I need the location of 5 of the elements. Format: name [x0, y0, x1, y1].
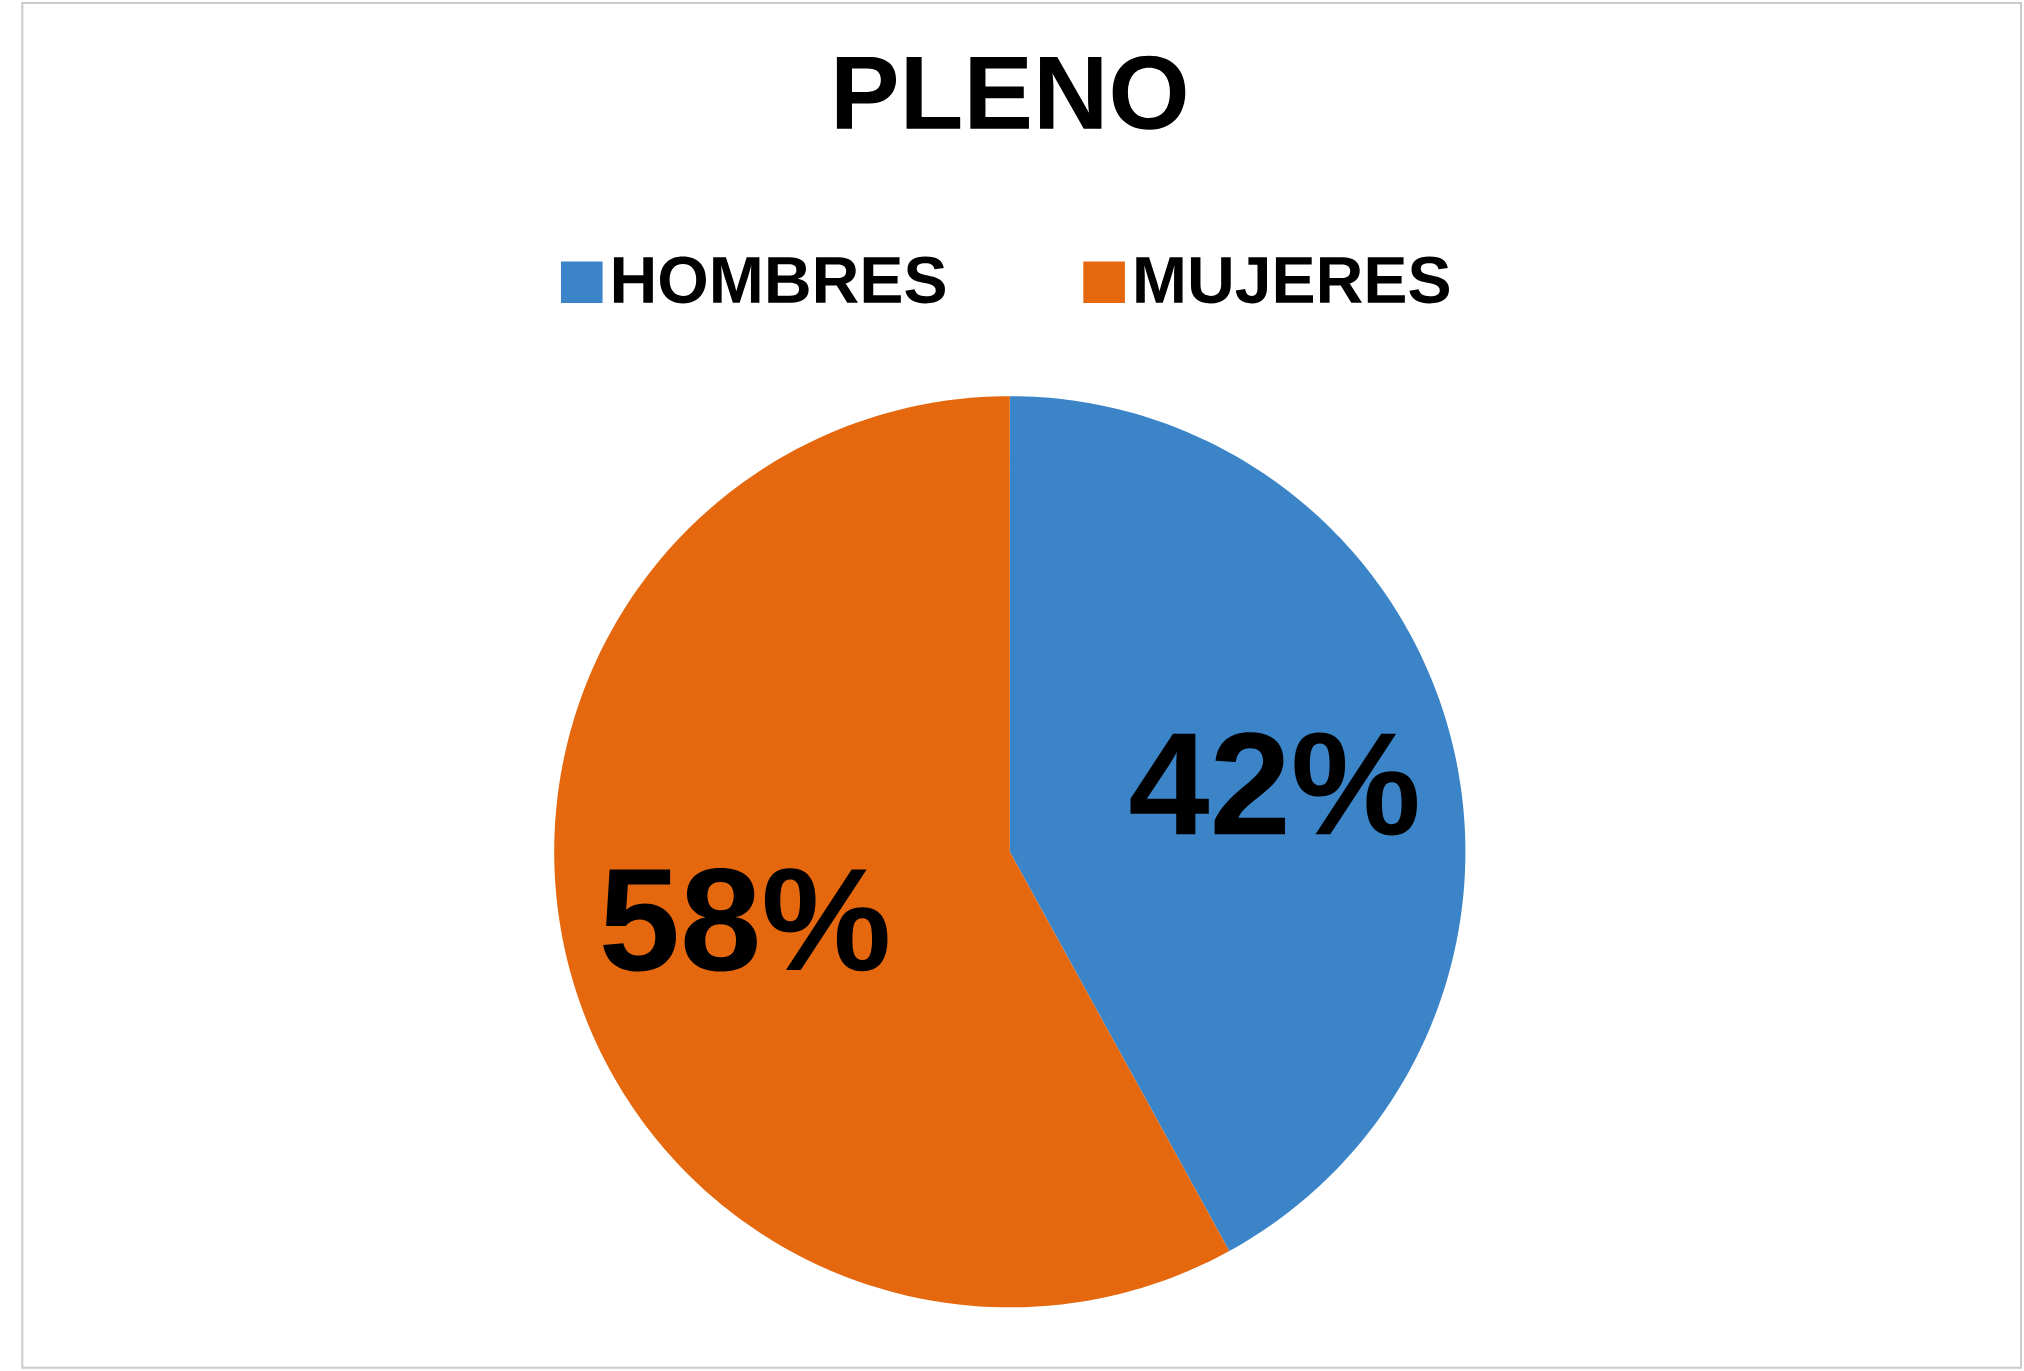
legend-label: MUJERES	[1136, 256, 1449, 304]
data-label: 42%	[1130, 732, 1418, 836]
data-label: 58%	[603, 868, 888, 972]
chart-title: PLENO	[836, 55, 1186, 130]
legend-label: HOMBRES	[613, 256, 945, 304]
